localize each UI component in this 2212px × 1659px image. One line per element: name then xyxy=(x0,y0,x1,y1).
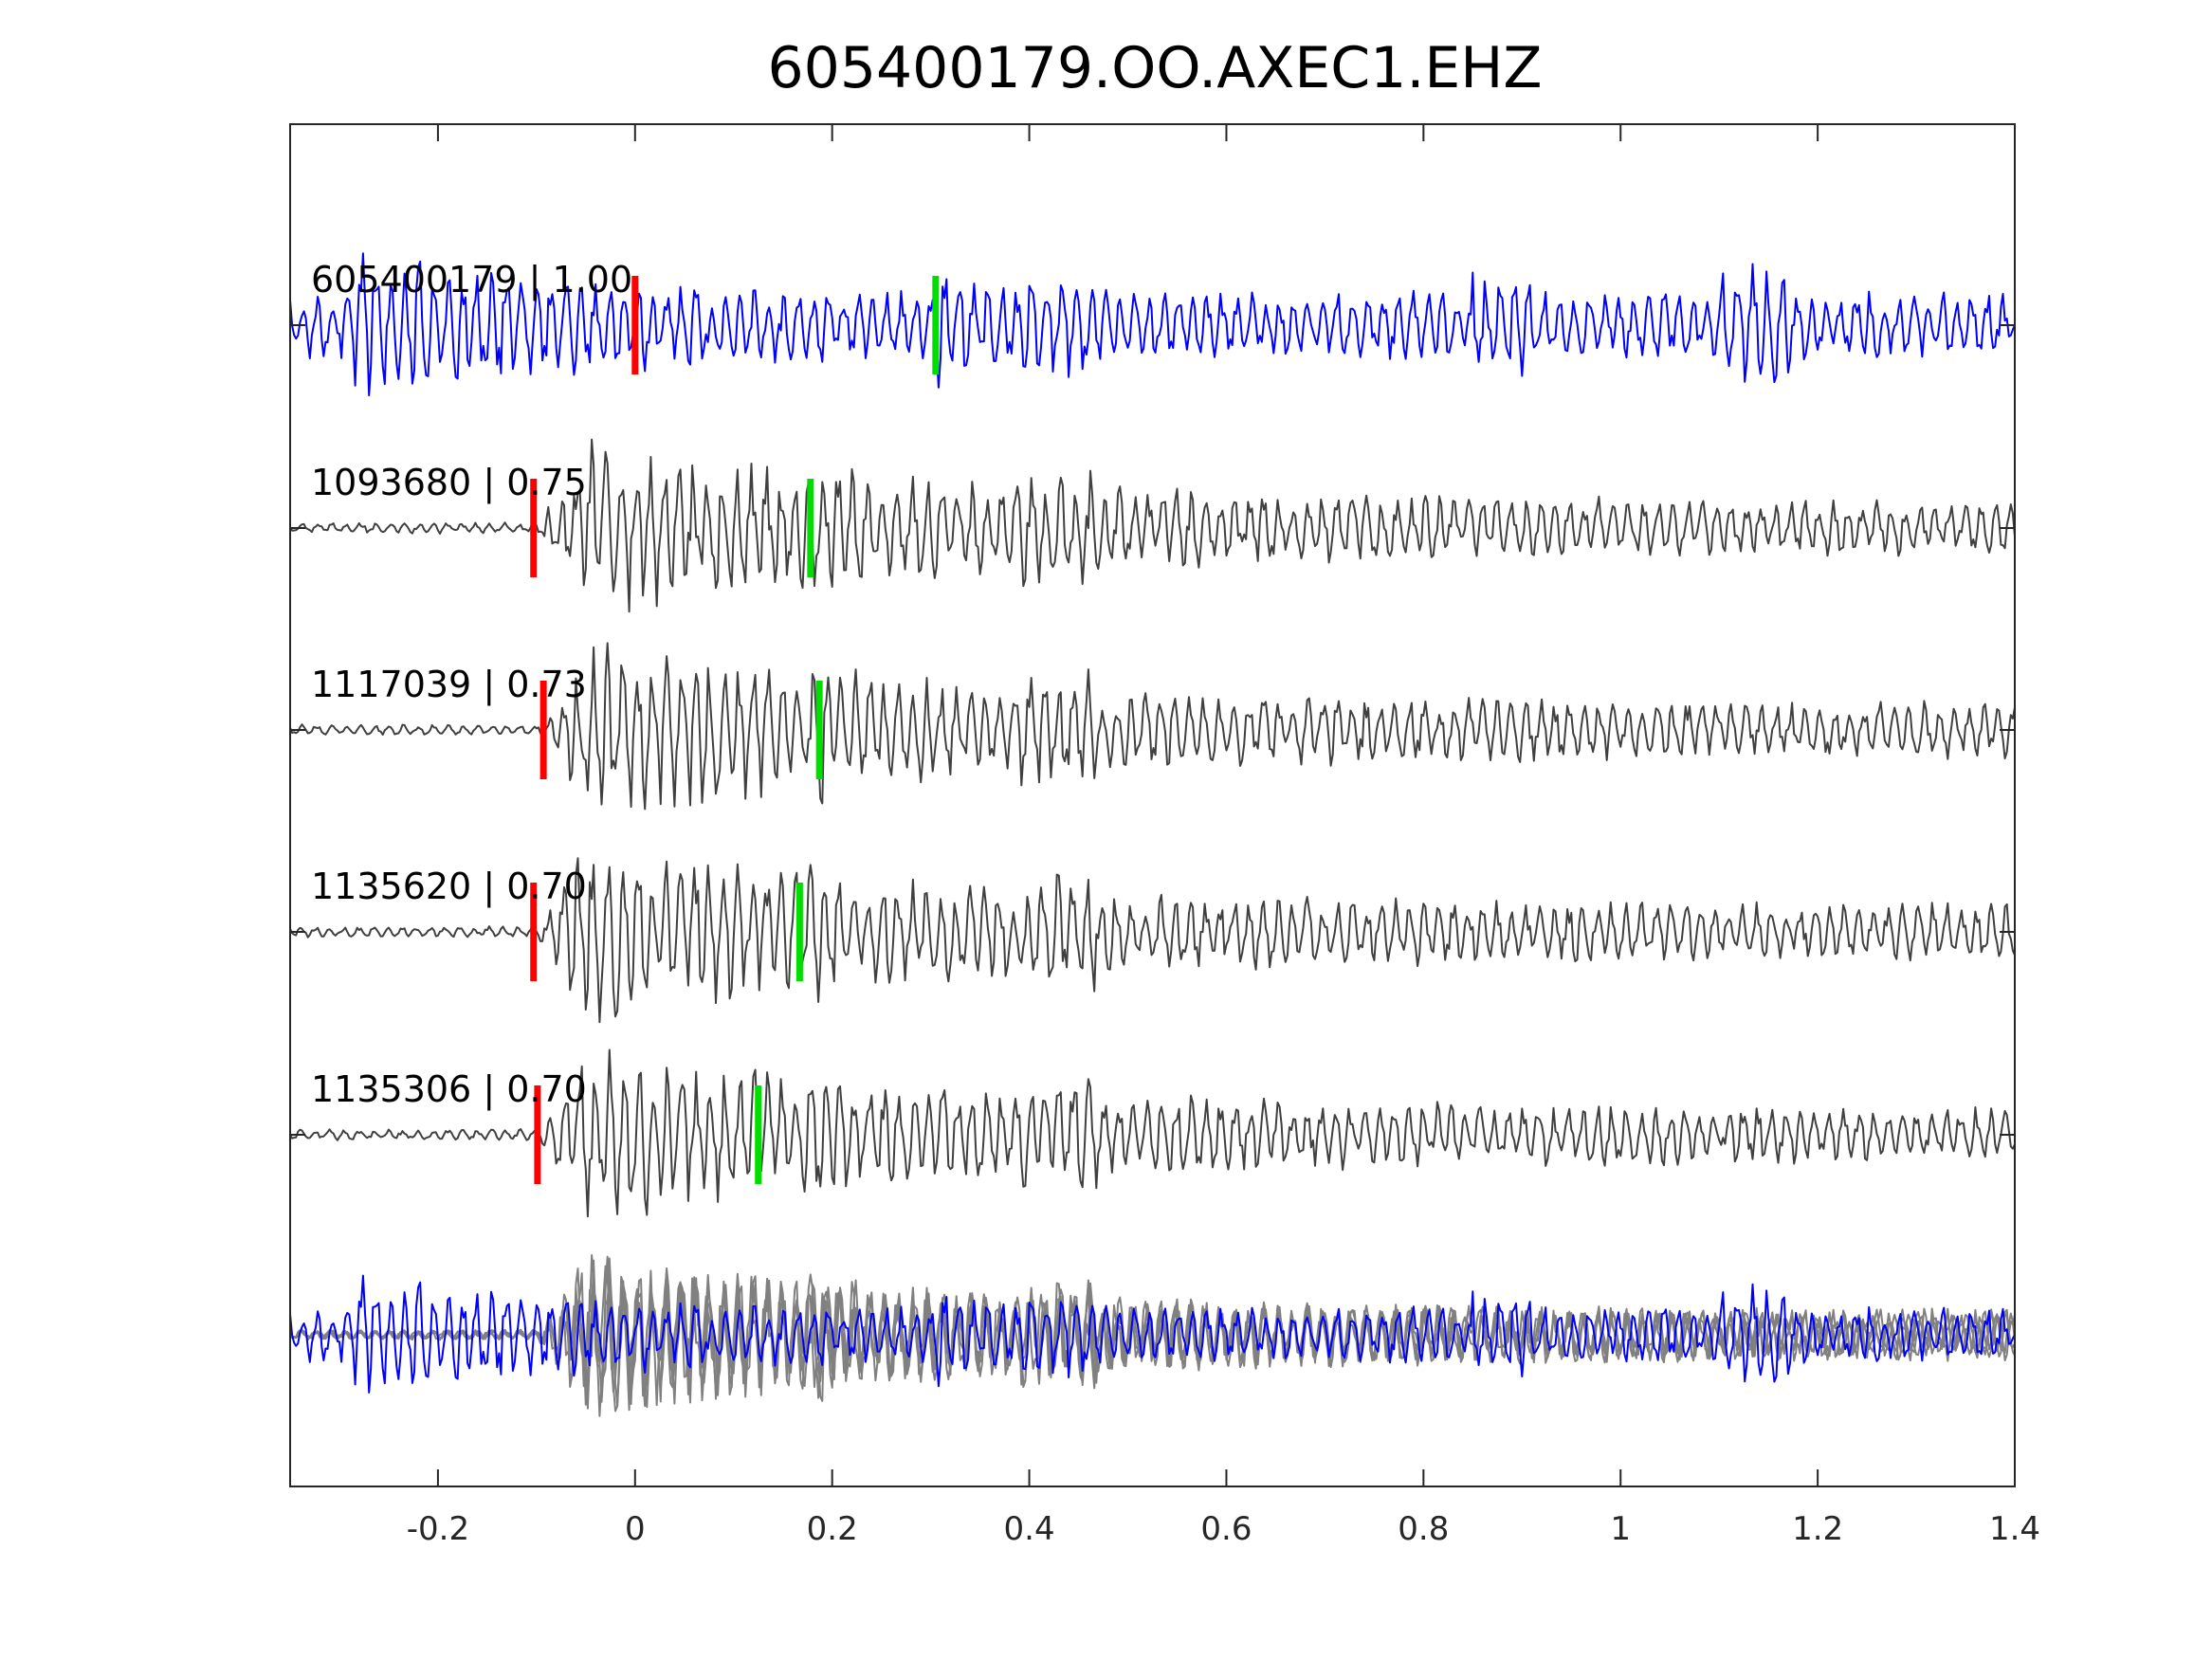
trace-label-1117039: 1117039 | 0.73 xyxy=(311,664,587,706)
trace-line-1117039 xyxy=(289,642,2016,811)
labels-layer: 605400179 | 1.00 1093680 | 0.75 1117039 | … xyxy=(311,259,632,1111)
trace-label-605400179: 605400179 | 1.00 xyxy=(311,259,632,301)
trace-line-1135306 xyxy=(289,1048,2016,1218)
x-tick-label: 1.2 xyxy=(1792,1510,1843,1548)
x-tick-label: 1.4 xyxy=(1989,1510,2040,1548)
chart-title: 605400179.OO.AXEC1.EHZ xyxy=(767,35,1542,101)
trace-line-1093680 xyxy=(289,438,2016,613)
x-tick-label: 0.4 xyxy=(1004,1510,1055,1548)
trace-line-605400179 xyxy=(289,252,2016,396)
trace-label-1135620: 1135620 | 0.70 xyxy=(311,866,587,908)
trace-label-1093680: 1093680 | 0.75 xyxy=(311,462,587,504)
picks-layer xyxy=(530,276,940,1184)
trace-line-1135620 xyxy=(289,857,2016,1024)
x-tick-label: 0.6 xyxy=(1200,1510,1252,1548)
traces-layer xyxy=(289,252,2016,1417)
trace-label-1135306: 1135306 | 0.70 xyxy=(311,1068,587,1111)
x-tick-label: 1 xyxy=(1610,1510,1631,1548)
x-tick-label: 0.8 xyxy=(1398,1510,1449,1548)
x-tick-label: 0 xyxy=(625,1510,646,1548)
axes-box xyxy=(289,123,2016,1487)
x-tick-label: -0.2 xyxy=(407,1510,469,1548)
x-axis: -0.2 0 0.2 0.4 0.6 0.8 1 1.2 1.4 xyxy=(407,124,2040,1548)
overlay-template-605400179 xyxy=(289,1274,2016,1394)
x-tick-label: 0.2 xyxy=(807,1510,858,1548)
